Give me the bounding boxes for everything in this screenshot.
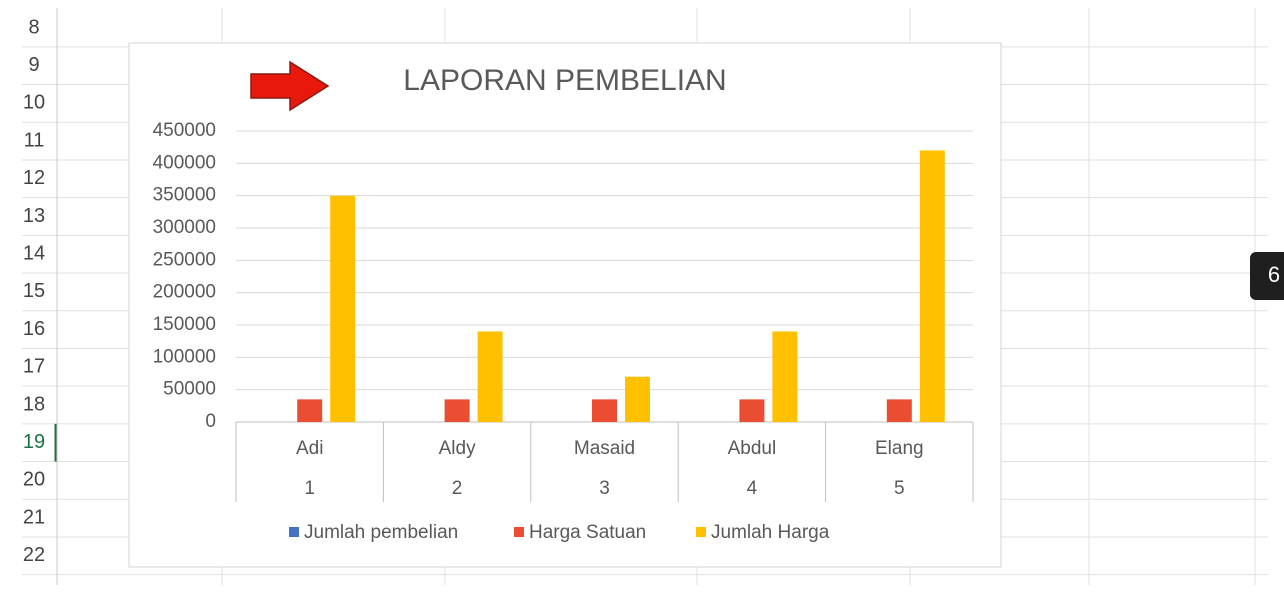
x-group-label: 1 — [304, 478, 315, 499]
x-group-label: 4 — [747, 478, 758, 499]
bar — [772, 331, 798, 422]
y-tick-label: 350000 — [153, 185, 216, 206]
row-header: 11 — [24, 129, 45, 151]
x-tick-label: Adi — [296, 438, 323, 459]
x-tick-label: Aldy — [439, 438, 476, 459]
y-tick-label: 450000 — [153, 120, 216, 141]
y-tick-label: 300000 — [153, 217, 216, 238]
bar — [444, 399, 470, 422]
row-header: 16 — [23, 318, 45, 340]
bar — [739, 399, 765, 422]
row-header: 9 — [28, 54, 39, 76]
row-header: 13 — [23, 205, 45, 227]
chart-area[interactable] — [128, 42, 1002, 568]
row-header: 20 — [23, 469, 45, 491]
bar — [477, 331, 503, 422]
bar — [919, 150, 945, 422]
y-tick-label: 250000 — [153, 249, 216, 270]
x-tick-label: Masaid — [574, 438, 635, 459]
row-header: 8 — [28, 16, 39, 38]
y-tick-label: 100000 — [153, 346, 216, 367]
row-header: 12 — [23, 167, 45, 189]
row-header: 10 — [23, 92, 45, 114]
x-tick-label: Elang — [875, 438, 924, 459]
row-header: 15 — [23, 280, 45, 302]
legend-swatch — [696, 527, 706, 537]
bar — [625, 376, 650, 422]
legend-label: Jumlah Harga — [711, 522, 830, 543]
y-tick-label: 200000 — [153, 282, 216, 303]
bar — [592, 399, 617, 422]
chart-title: LAPORAN PEMBELIAN — [403, 64, 726, 97]
x-tick-label: Abdul — [728, 438, 777, 459]
x-group-label: 5 — [894, 478, 905, 499]
x-group-label: 2 — [452, 478, 463, 499]
bar — [330, 195, 356, 422]
legend-swatch — [289, 527, 299, 537]
legend-label: Jumlah pembelian — [304, 522, 458, 543]
row-header: 18 — [23, 393, 45, 415]
bar — [297, 399, 323, 422]
row-header: 17 — [23, 356, 45, 378]
y-tick-label: 50000 — [163, 379, 216, 400]
row-header: 21 — [23, 506, 45, 528]
y-tick-label: 0 — [205, 411, 216, 432]
bar — [886, 399, 912, 422]
arrow-annotation — [250, 60, 330, 112]
x-group-label: 3 — [599, 478, 610, 499]
badge-label: 6 — [1268, 262, 1280, 287]
y-tick-label: 400000 — [153, 152, 216, 173]
legend-label: Harga Satuan — [529, 522, 646, 543]
row-header: 19 — [23, 431, 45, 453]
y-tick-label: 150000 — [153, 314, 216, 335]
row-header: 22 — [23, 544, 45, 566]
row-header: 14 — [23, 242, 45, 264]
legend-swatch — [514, 527, 524, 537]
badge[interactable] — [1250, 252, 1284, 300]
